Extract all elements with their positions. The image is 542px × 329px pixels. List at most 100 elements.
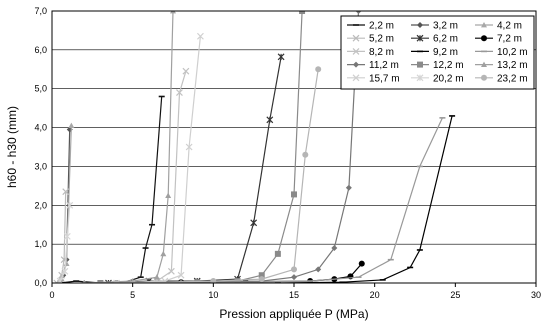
y-axis-title: h60 - h30 (mm) — [5, 106, 19, 188]
data-point-circle — [481, 74, 487, 81]
data-point-diamond — [353, 61, 359, 68]
legend-item: 10,2 m — [475, 47, 528, 58]
data-point-triangle — [153, 274, 160, 280]
series-line-23-2-m — [116, 69, 319, 283]
legend-item: 3,2 m — [411, 21, 458, 32]
y-tick-label: 4,0 — [34, 123, 47, 133]
grid-lines — [52, 10, 536, 284]
data-point-circle — [315, 66, 322, 73]
y-tick-label: 3,0 — [34, 161, 47, 171]
legend-label: 5,2 m — [369, 34, 394, 45]
legend-label: 11,2 m — [369, 60, 399, 71]
series-line-2-2-m — [60, 96, 163, 283]
y-tick-label: 6,0 — [34, 45, 47, 55]
data-point-diamond — [417, 22, 423, 28]
x-tick-label: 25 — [450, 290, 460, 300]
data-point-square — [274, 250, 281, 257]
data-point-square — [97, 280, 104, 283]
series-line-11-2-m — [84, 11, 360, 283]
series-line-12-2-m — [100, 11, 303, 283]
x-tick-label: 30 — [531, 290, 541, 300]
legend-label: 12,2 m — [433, 60, 464, 71]
legend-item: 15,7 m — [347, 73, 400, 84]
legend-item: 9,2 m — [411, 47, 458, 58]
data-point-x — [352, 74, 360, 82]
data-point-x — [177, 271, 185, 279]
data-point-triangle — [481, 22, 487, 28]
data-point-triangle — [165, 192, 172, 198]
data-point-x — [185, 143, 193, 151]
data-point-diamond — [345, 184, 352, 191]
series-group — [53, 11, 456, 283]
data-point-circle — [113, 280, 120, 283]
data-point-x — [53, 279, 61, 283]
axis-ticks: 0,0 1,0 2,0 3,0 4,0 5,0 6,0 7,0 0 5 10 15 20 25 30 — [34, 6, 541, 300]
series-line-9-2-m — [100, 115, 453, 283]
series-line-5-2-m — [56, 191, 67, 283]
x-tick-label: 0 — [49, 290, 54, 300]
legend-label: 4,2 m — [497, 21, 522, 32]
legend-item: 2,2 m — [347, 21, 394, 32]
legend-item: 12,2 m — [411, 60, 464, 71]
y-tick-label: 2,0 — [34, 200, 47, 210]
data-point-x — [62, 188, 70, 196]
legend-item: 23,2 m — [475, 73, 528, 84]
series-8-2-m — [129, 67, 190, 283]
legend-item: 5,2 m — [347, 34, 394, 45]
series-line-20-2-m — [59, 205, 71, 282]
series-10-2-m — [113, 117, 446, 283]
data-point-circle — [210, 278, 217, 283]
data-point-square — [194, 279, 201, 283]
x-axis-title: Pression appliquée P (MPa) — [219, 307, 368, 321]
data-point-star — [277, 53, 285, 61]
x-tick-label: 5 — [130, 290, 135, 300]
legend-item: 7,2 m — [475, 34, 522, 45]
legend-label: 13,2 m — [497, 60, 528, 71]
y-tick-label: 5,0 — [34, 84, 47, 94]
data-point-square — [291, 191, 297, 198]
data-point-star — [56, 277, 64, 283]
data-point-star — [61, 267, 69, 275]
legend-item: 8,2 m — [347, 47, 394, 58]
data-point-star — [250, 219, 258, 227]
legend-label: 10,2 m — [497, 47, 528, 58]
data-point-square — [258, 272, 265, 279]
data-point-circle — [302, 151, 309, 158]
data-point-triangle — [481, 61, 487, 67]
data-point-square — [417, 61, 423, 68]
data-point-triangle — [82, 280, 86, 283]
y-tick-label: 1,0 — [34, 239, 47, 249]
legend-item: 13,2 m — [475, 60, 528, 71]
legend-label: 15,7 m — [369, 73, 400, 84]
legend-item: 6,2 m — [411, 34, 458, 45]
legend: 2,2 m 3,2 m 4,2 m 5,2 m 6,2 m 7,2 m 8,2 m 9,2 m… — [340, 15, 535, 90]
legend-label: 3,2 m — [433, 21, 458, 32]
data-point-square — [299, 11, 306, 14]
legend-item: 11,2 m — [347, 60, 399, 71]
data-point-star — [66, 201, 74, 209]
data-point-x — [352, 34, 360, 42]
x-tick-label: 10 — [208, 290, 218, 300]
legend-box — [340, 15, 535, 90]
data-point-triangle — [160, 250, 167, 257]
x-tick-label: 20 — [370, 290, 380, 300]
series-line-13-2-m — [84, 11, 174, 283]
legend-label: 2,2 m — [369, 21, 394, 32]
legend-label: 6,2 m — [433, 34, 458, 45]
data-point-triangle — [170, 11, 176, 14]
legend-label: 23,2 m — [497, 73, 528, 84]
data-point-x — [197, 32, 204, 40]
y-tick-label: 7,0 — [34, 6, 47, 16]
data-point-circle — [291, 266, 297, 273]
data-point-x — [161, 277, 169, 283]
legend-item: 4,2 m — [475, 21, 522, 32]
data-point-diamond — [355, 11, 362, 14]
data-point-star — [105, 279, 112, 283]
data-point-diamond — [291, 274, 297, 281]
series-line-8-2-m — [132, 71, 187, 283]
legend-item: 20,2 m — [411, 73, 464, 84]
data-point-circle — [481, 35, 487, 42]
data-point-x — [167, 267, 175, 275]
legend-label: 8,2 m — [369, 47, 394, 58]
